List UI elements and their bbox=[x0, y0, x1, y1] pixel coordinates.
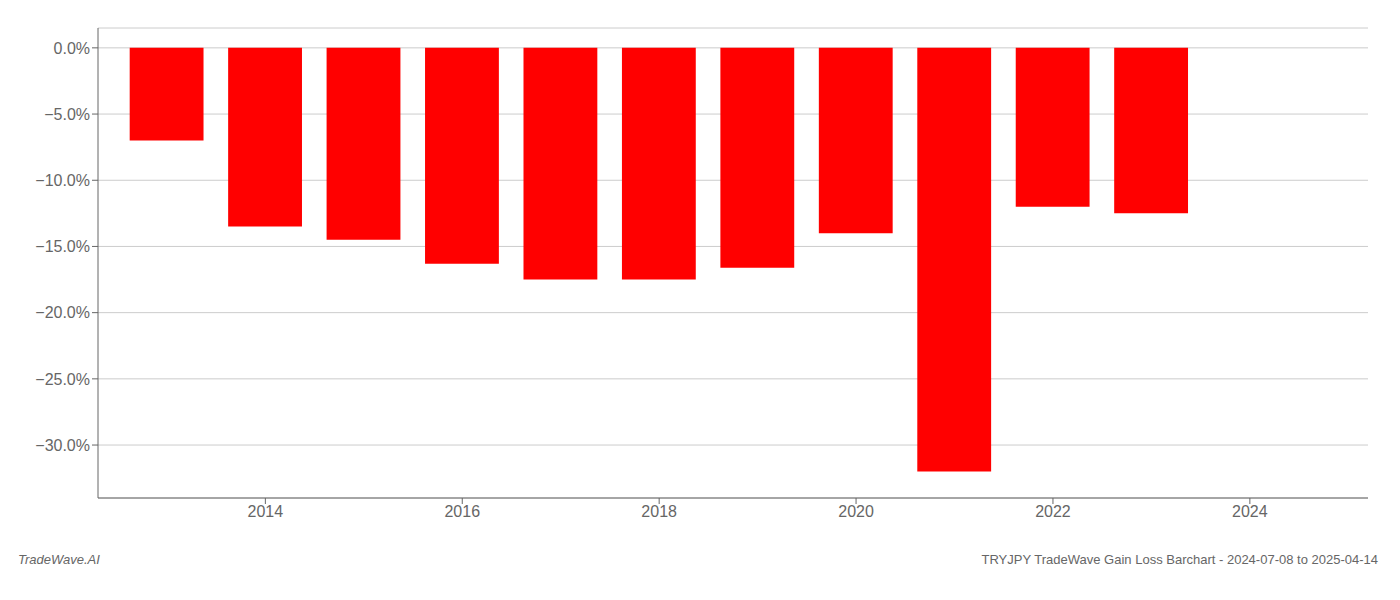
svg-text:2016: 2016 bbox=[444, 503, 480, 520]
html-text:TradeWave.AI: TradeWave.AI bbox=[18, 552, 100, 567]
svg-text:−15.0%: −15.0% bbox=[35, 238, 90, 255]
svg-text:−10.0%: −10.0% bbox=[35, 172, 90, 189]
svg-text:−30.0%: −30.0% bbox=[35, 437, 90, 454]
svg-text:2022: 2022 bbox=[1035, 503, 1071, 520]
svg-text:0.0%: 0.0% bbox=[54, 40, 90, 57]
html-text:TRYJPY TradeWave Gain Loss Bar: TRYJPY TradeWave Gain Loss Barchart - 20… bbox=[981, 552, 1378, 567]
svg-text:−5.0%: −5.0% bbox=[44, 106, 90, 123]
svg-text:−20.0%: −20.0% bbox=[35, 304, 90, 321]
svg-text:2024: 2024 bbox=[1232, 503, 1268, 520]
svg-text:−25.0%: −25.0% bbox=[35, 371, 90, 388]
svg-text:2020: 2020 bbox=[838, 503, 874, 520]
svg-text:2018: 2018 bbox=[641, 503, 677, 520]
svg-text:2014: 2014 bbox=[248, 503, 284, 520]
